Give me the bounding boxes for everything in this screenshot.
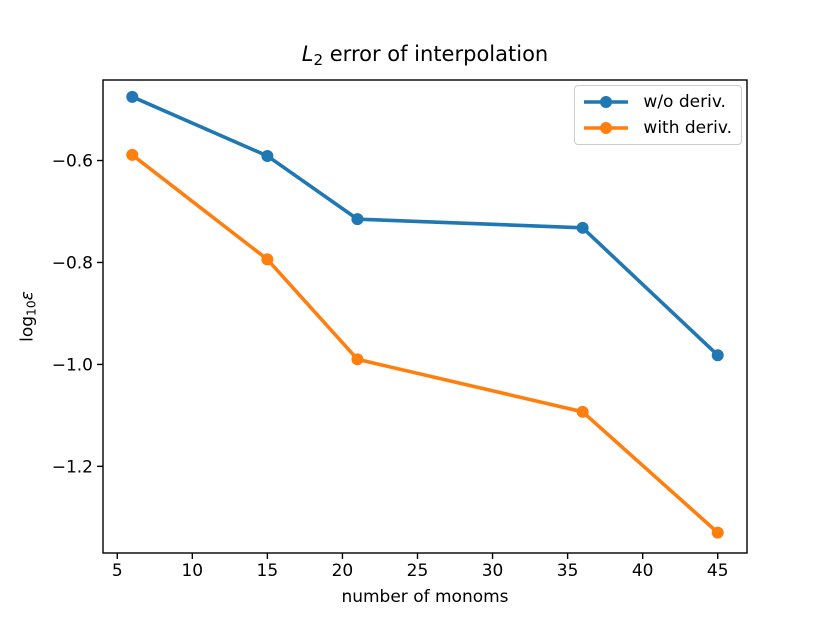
legend-label: with deriv. <box>643 118 732 138</box>
legend-line-sample <box>584 122 629 134</box>
data-point-marker <box>576 405 589 418</box>
legend-item: with deriv. <box>583 116 732 140</box>
series-line <box>130 153 720 535</box>
x-tick-label: 5 <box>112 561 123 581</box>
x-tick-label: 25 <box>407 561 429 581</box>
x-tick-label: 15 <box>257 561 279 581</box>
ylabel-subscript: 10 <box>24 300 39 316</box>
ylabel-math-var: ε <box>17 291 38 301</box>
legend-sample-marker <box>600 122 613 134</box>
data-point-marker <box>261 253 274 266</box>
y-axis-label: log10ε <box>18 237 39 397</box>
x-tick-label: 10 <box>181 561 203 581</box>
axes-frame <box>102 79 748 554</box>
title-subscript: 2 <box>313 50 324 69</box>
x-tick-label: 35 <box>557 561 579 581</box>
chart-title: L2 error of interpolation <box>103 42 747 69</box>
data-point-marker <box>126 90 139 103</box>
y-tick-label: −0.8 <box>52 253 93 273</box>
y-tick-label: −0.6 <box>52 152 93 172</box>
x-tick-label: 40 <box>632 561 654 581</box>
data-point-marker <box>711 526 724 539</box>
x-axis-label: number of monoms <box>341 587 509 607</box>
data-point-marker <box>126 148 139 161</box>
legend-line-sample <box>584 96 629 108</box>
y-tick-label: −1.2 <box>52 457 93 477</box>
legend: w/o deriv. with deriv. <box>574 85 742 145</box>
data-point-marker <box>351 353 364 366</box>
data-point-marker <box>261 149 274 162</box>
x-tick-label: 45 <box>707 561 729 581</box>
data-point-marker <box>711 349 724 362</box>
data-point-marker <box>576 221 589 234</box>
ylabel-fn: log <box>17 315 38 342</box>
title-text: error of interpolation <box>323 42 549 66</box>
x-tick-label: 30 <box>482 561 504 581</box>
title-math-var: L <box>301 42 314 66</box>
y-tick-label: −1.0 <box>52 355 93 375</box>
legend-sample-marker <box>600 96 613 108</box>
legend-item: w/o deriv. <box>583 90 732 114</box>
legend-label: w/o deriv. <box>643 92 726 112</box>
data-point-marker <box>351 213 364 226</box>
x-tick-label: 20 <box>332 561 354 581</box>
